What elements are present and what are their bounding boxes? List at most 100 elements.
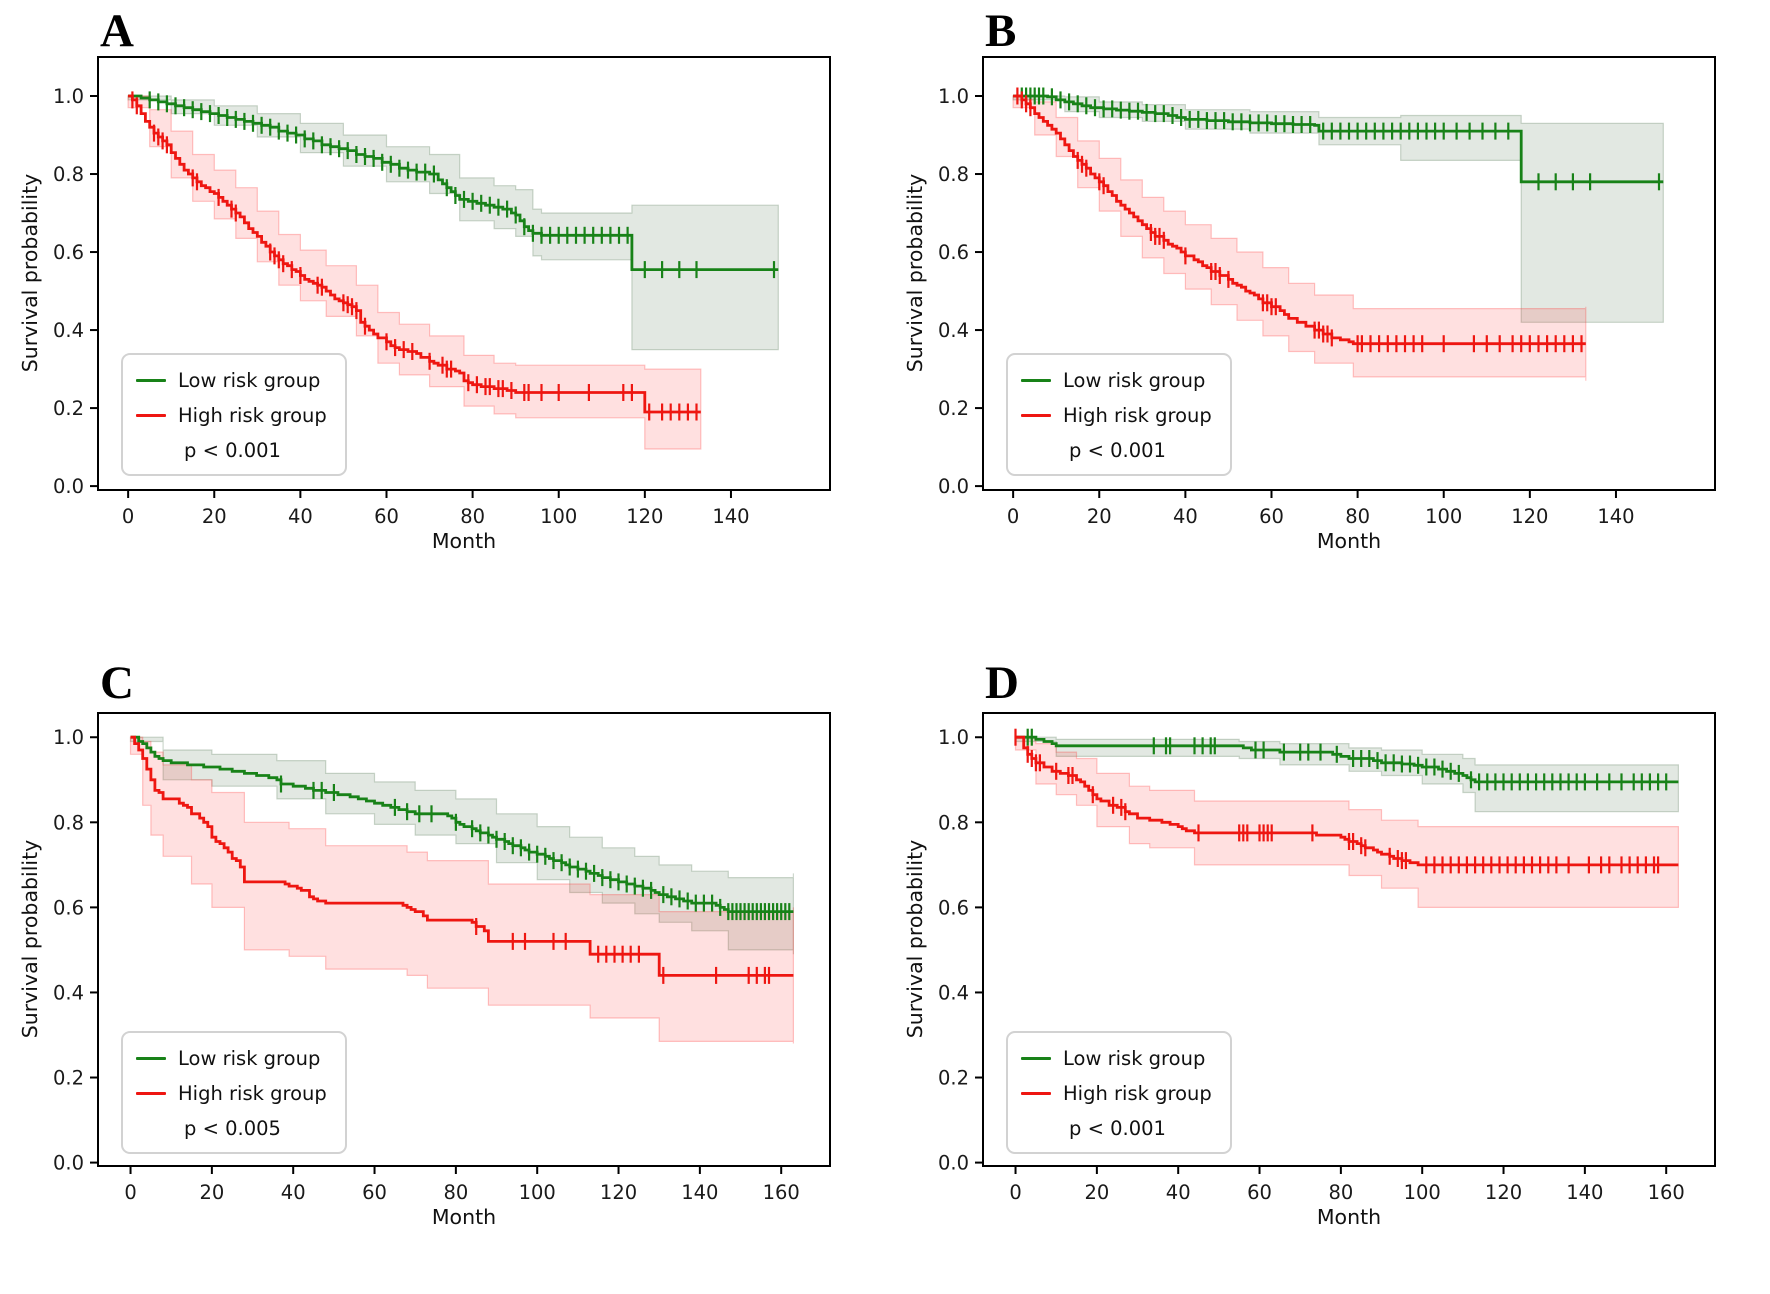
high-risk-censor-ticks xyxy=(1014,728,1660,874)
x-axis-label: Month xyxy=(431,529,497,553)
x-tick-label: 100 xyxy=(519,1181,556,1204)
y-tick-label: 1.0 xyxy=(53,85,84,108)
panel-label-d: D xyxy=(985,657,1019,709)
km-chart-d: 0 20 40 60 80 100 120 140 160 0.0 0.2 0.4 0.6 0.8 1.0 xyxy=(938,712,1716,1204)
x-axis-label: Month xyxy=(431,1205,497,1229)
y-tick-label: 0.6 xyxy=(53,241,84,264)
low-risk-ci-band xyxy=(127,95,779,351)
y-tick-label: 0.4 xyxy=(53,319,84,342)
x-tick-label: 60 xyxy=(374,505,399,528)
axis-ticks xyxy=(975,95,1617,498)
y-tick-label: 0.8 xyxy=(938,163,969,186)
panel-label-a: A xyxy=(100,5,134,57)
x-tick-label: 140 xyxy=(1597,505,1634,528)
x-tick-label: 40 xyxy=(1173,505,1198,528)
low-risk-censor-ticks xyxy=(148,91,776,279)
legend-item-low-risk: Low risk group xyxy=(136,363,327,398)
high-risk-ci-band xyxy=(129,736,795,1044)
x-tick-label: 120 xyxy=(600,1181,637,1204)
high-risk-line-icon xyxy=(136,413,166,418)
x-axis-label: Month xyxy=(1316,1205,1382,1229)
y-tick-label: 0.8 xyxy=(53,163,84,186)
x-tick-label: 20 xyxy=(1087,505,1112,528)
y-axis-label: Survival probability xyxy=(18,173,42,373)
x-tick-label: 100 xyxy=(1425,505,1462,528)
legend: Low risk group High risk group p < 0.001 xyxy=(121,353,347,476)
legend-p-value: p < 0.001 xyxy=(1069,1117,1166,1140)
legend-item-low-risk: Low risk group xyxy=(1021,363,1212,398)
high-risk-ci-band xyxy=(1012,95,1587,381)
low-risk-line-icon xyxy=(1021,1056,1051,1061)
low-risk-ci-band xyxy=(129,736,795,955)
legend-item-low-risk: Low risk group xyxy=(136,1041,327,1076)
y-tick-label: 0.0 xyxy=(53,475,84,498)
x-tick-label: 0 xyxy=(122,505,134,528)
low-risk-censor-ticks xyxy=(279,775,791,921)
x-tick-label: 20 xyxy=(1084,1181,1109,1204)
tick-labels: 0 20 40 60 80 100 120 140 160 0.0 0.2 0.4 0.6 0.8 1.0 xyxy=(53,726,800,1204)
x-tick-label: 120 xyxy=(1485,1181,1522,1204)
high-risk-curve xyxy=(1015,735,1679,867)
legend-item-high-risk: High risk group xyxy=(136,398,327,433)
legend-item-high-risk: High risk group xyxy=(1021,1076,1212,1111)
low-risk-censor-ticks xyxy=(1020,87,1661,191)
y-tick-label: 0.2 xyxy=(53,1067,84,1090)
legend-label-low: Low risk group xyxy=(178,369,321,392)
low-risk-ci-band xyxy=(1012,95,1664,323)
y-tick-label: 1.0 xyxy=(938,726,969,749)
km-chart-c: 0 20 40 60 80 100 120 140 160 0.0 0.2 0.4 0.6 0.8 1.0 xyxy=(53,712,831,1204)
y-tick-label: 0.4 xyxy=(53,981,84,1004)
axis-ticks xyxy=(975,736,1668,1174)
x-tick-label: 100 xyxy=(1404,1181,1441,1204)
high-risk-ci-band xyxy=(127,95,702,450)
low-risk-curve xyxy=(1013,94,1664,184)
tick-labels: 0 20 40 60 80 100 120 140 0.0 0.2 0.4 0.6 0.8 1.0 xyxy=(938,85,1635,528)
y-tick-label: 0.2 xyxy=(53,397,84,420)
x-tick-label: 80 xyxy=(460,505,485,528)
legend-label-low: Low risk group xyxy=(178,1047,321,1070)
high-risk-censor-ticks xyxy=(1016,87,1583,353)
legend-p-value: p < 0.001 xyxy=(1069,439,1166,462)
high-risk-censor-ticks xyxy=(475,918,771,984)
high-risk-line-icon xyxy=(1021,413,1051,418)
low-risk-line-icon xyxy=(136,378,166,383)
axis-ticks xyxy=(90,736,783,1174)
panel-d: 0 20 40 60 80 100 120 140 160 0.0 0.2 0.4 0.6 0.8 1.0 … xyxy=(885,640,1770,1294)
legend-label-high: High risk group xyxy=(1063,1082,1212,1105)
x-tick-label: 160 xyxy=(1648,1181,1685,1204)
legend-item-low-risk: Low risk group xyxy=(1021,1041,1212,1076)
high-risk-censor-ticks xyxy=(131,91,698,421)
y-tick-label: 0.8 xyxy=(938,811,969,834)
x-tick-label: 0 xyxy=(1009,1181,1021,1204)
y-tick-label: 0.2 xyxy=(938,397,969,420)
y-axis-label: Survival probability xyxy=(903,173,927,373)
x-tick-label: 120 xyxy=(626,505,663,528)
x-tick-label: 120 xyxy=(1511,505,1548,528)
y-tick-label: 0.4 xyxy=(938,981,969,1004)
y-tick-label: 0.8 xyxy=(53,811,84,834)
x-tick-label: 0 xyxy=(124,1181,136,1204)
x-tick-label: 60 xyxy=(1259,505,1284,528)
x-axis-label: Month xyxy=(1316,529,1382,553)
y-tick-label: 1.0 xyxy=(53,726,84,749)
x-tick-label: 160 xyxy=(763,1181,800,1204)
legend-label-low: Low risk group xyxy=(1063,369,1206,392)
legend: Low risk group High risk group p < 0.001 xyxy=(1006,353,1232,476)
x-tick-label: 40 xyxy=(288,505,313,528)
x-tick-label: 80 xyxy=(443,1181,468,1204)
x-tick-label: 60 xyxy=(1247,1181,1272,1204)
x-tick-label: 20 xyxy=(202,505,227,528)
y-axis-label: Survival probability xyxy=(903,839,927,1039)
axes-box xyxy=(97,712,831,1167)
legend-label-high: High risk group xyxy=(1063,404,1212,427)
high-risk-line-icon xyxy=(136,1091,166,1096)
high-risk-curve xyxy=(130,735,794,977)
low-risk-line-icon xyxy=(1021,378,1051,383)
high-risk-line-icon xyxy=(1021,1091,1051,1096)
y-tick-label: 1.0 xyxy=(938,85,969,108)
y-tick-label: 0.6 xyxy=(938,241,969,264)
panel-label-c: C xyxy=(100,657,134,709)
km-chart-a: 0 20 40 60 80 100 120 140 0.0 0.2 0.4 0.6 0.8 1.0 xyxy=(53,56,831,528)
y-tick-label: 0.6 xyxy=(53,896,84,919)
